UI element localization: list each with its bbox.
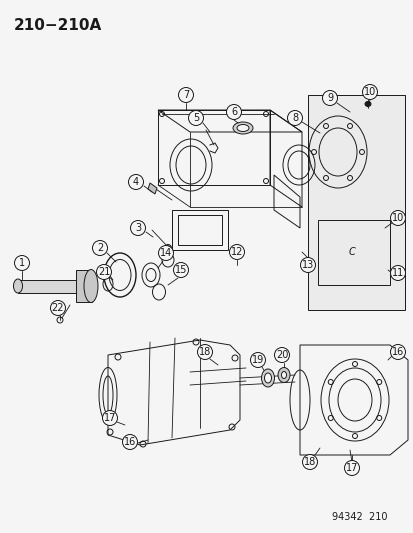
Text: 9: 9 — [326, 93, 332, 103]
Circle shape — [274, 348, 289, 362]
Text: 22: 22 — [52, 303, 64, 313]
Circle shape — [229, 245, 244, 260]
Circle shape — [197, 344, 212, 359]
Circle shape — [389, 344, 404, 359]
Text: 17: 17 — [104, 413, 116, 423]
Circle shape — [102, 410, 117, 425]
Text: 8: 8 — [291, 113, 297, 123]
Circle shape — [362, 85, 377, 100]
Circle shape — [96, 264, 111, 279]
Ellipse shape — [277, 367, 289, 383]
Text: 13: 13 — [301, 260, 313, 270]
Text: 18: 18 — [198, 347, 211, 357]
Polygon shape — [307, 95, 404, 310]
Circle shape — [250, 352, 265, 367]
Text: 19: 19 — [251, 355, 263, 365]
Circle shape — [14, 255, 29, 271]
Text: 4: 4 — [133, 177, 139, 187]
Text: 10: 10 — [363, 87, 375, 97]
Circle shape — [389, 211, 404, 225]
Circle shape — [188, 110, 203, 125]
Circle shape — [50, 301, 65, 316]
Text: 16: 16 — [123, 437, 136, 447]
Text: 5: 5 — [192, 113, 199, 123]
Text: 14: 14 — [159, 248, 172, 258]
Polygon shape — [76, 270, 92, 302]
Circle shape — [122, 434, 137, 449]
Circle shape — [287, 110, 302, 125]
Text: 6: 6 — [230, 107, 237, 117]
Circle shape — [300, 257, 315, 272]
Ellipse shape — [364, 101, 370, 107]
Circle shape — [344, 461, 358, 475]
Text: 7: 7 — [183, 90, 189, 100]
Circle shape — [389, 265, 404, 280]
Text: 18: 18 — [303, 457, 316, 467]
Text: 20: 20 — [275, 350, 287, 360]
Circle shape — [178, 87, 193, 102]
Text: 210−210A: 210−210A — [14, 18, 102, 33]
Ellipse shape — [233, 122, 252, 134]
Text: 2: 2 — [97, 243, 103, 253]
Ellipse shape — [264, 373, 271, 383]
Text: C: C — [348, 247, 354, 257]
Text: 15: 15 — [174, 265, 187, 275]
Text: 3: 3 — [135, 223, 141, 233]
Ellipse shape — [14, 279, 22, 293]
Text: 94342  210: 94342 210 — [332, 512, 387, 522]
Circle shape — [130, 221, 145, 236]
Ellipse shape — [84, 270, 98, 303]
Ellipse shape — [281, 372, 286, 378]
Circle shape — [173, 262, 188, 278]
Circle shape — [302, 455, 317, 470]
Text: 21: 21 — [97, 267, 110, 277]
Circle shape — [322, 91, 337, 106]
Text: 11: 11 — [391, 268, 403, 278]
Circle shape — [92, 240, 107, 255]
Circle shape — [226, 104, 241, 119]
Circle shape — [158, 246, 173, 261]
Text: 12: 12 — [230, 247, 242, 257]
Text: 10: 10 — [391, 213, 403, 223]
Polygon shape — [18, 280, 78, 293]
Ellipse shape — [164, 245, 171, 252]
Text: 16: 16 — [391, 347, 403, 357]
Polygon shape — [147, 183, 157, 194]
Ellipse shape — [261, 369, 274, 387]
Circle shape — [128, 174, 143, 190]
Ellipse shape — [236, 125, 248, 132]
Ellipse shape — [349, 461, 354, 465]
Text: 17: 17 — [345, 463, 357, 473]
Text: 1: 1 — [19, 258, 25, 268]
